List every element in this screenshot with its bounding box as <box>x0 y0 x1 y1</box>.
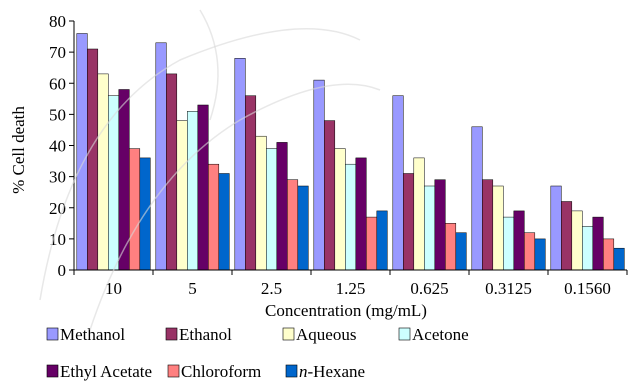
y-tick-label: 70 <box>49 43 66 62</box>
bar-chloroform-5 <box>524 232 536 271</box>
bar-ethyl-acetate-0 <box>118 89 130 271</box>
bar-acetone-3 <box>345 163 357 271</box>
bar-chloroform-1 <box>208 163 220 271</box>
bar-acetone-6 <box>582 226 594 271</box>
bar-n-hexane-4 <box>455 232 467 271</box>
bar-aqueous-4 <box>413 157 425 271</box>
bar-aqueous-2 <box>255 135 267 271</box>
bar-methanol-6 <box>550 185 562 271</box>
bar-ethanol-2 <box>245 95 257 271</box>
bar-aqueous-3 <box>334 148 346 271</box>
legend-label-chloroform: Chloroform <box>181 362 261 381</box>
y-tick-label: 50 <box>49 105 66 124</box>
bar-acetone-2 <box>266 148 278 271</box>
bar-n-hexane-3 <box>376 210 388 271</box>
bar-n-hexane-0 <box>139 157 151 271</box>
legend-swatch-methanol <box>46 327 59 341</box>
bar-ethanol-1 <box>166 73 178 271</box>
bar-n-hexane-5 <box>534 238 546 271</box>
y-tick-label: 80 <box>49 12 66 31</box>
x-tick-label: 1.25 <box>336 279 366 298</box>
bar-methanol-5 <box>471 126 483 271</box>
bar-acetone-0 <box>108 95 120 271</box>
bar-n-hexane-1 <box>218 173 230 271</box>
x-tick-label: 0.3125 <box>485 279 532 298</box>
bar-chloroform-0 <box>129 148 141 271</box>
bar-acetone-4 <box>424 185 436 271</box>
bar-methanol-3 <box>313 79 325 271</box>
legend: Methanol Ethanol Aqueous Acetone Ethyl Aceta… <box>46 325 469 381</box>
legend-label-ethyl-acetate: Ethyl Acetate <box>60 362 152 381</box>
bar-ethanol-4 <box>403 173 415 271</box>
legend-label-n-hexane: n-Hexane <box>299 362 365 381</box>
legend-swatch-chloroform <box>167 364 180 378</box>
bar-ethyl-acetate-4 <box>434 179 446 271</box>
bar-ethyl-acetate-1 <box>197 104 209 271</box>
bar-chloroform-3 <box>366 216 378 271</box>
bar-aqueous-6 <box>571 210 583 271</box>
bar-methanol-4 <box>392 95 404 271</box>
bar-methanol-1 <box>155 42 167 271</box>
legend-label-acetone: Acetone <box>412 325 469 344</box>
legend-swatch-ethyl-acetate <box>46 364 59 378</box>
bar-methanol-2 <box>234 58 246 271</box>
x-tick-label: 2.5 <box>261 279 282 298</box>
legend-label-methanol: Methanol <box>60 325 125 344</box>
x-tick-label: 5 <box>188 279 197 298</box>
y-axis-title: % Cell death <box>9 106 28 194</box>
legend-swatch-acetone <box>398 327 411 341</box>
bar-acetone-5 <box>503 216 515 271</box>
bar-n-hexane-6 <box>613 247 625 271</box>
y-tick-label: 0 <box>58 261 67 280</box>
bar-ethanol-5 <box>482 179 494 271</box>
y-tick-label: 20 <box>49 199 66 218</box>
bar-ethyl-acetate-5 <box>513 210 525 271</box>
legend-swatch-aqueous <box>282 327 295 341</box>
y-tick-label: 30 <box>49 168 66 187</box>
bar-ethanol-0 <box>87 48 99 271</box>
bar-aqueous-0 <box>97 73 109 271</box>
x-tick-label: 10 <box>105 279 122 298</box>
bar-methanol-0 <box>76 33 88 271</box>
y-tick-label: 60 <box>49 74 66 93</box>
x-tick-label: 0.1560 <box>564 279 611 298</box>
legend-label-aqueous: Aqueous <box>296 325 356 344</box>
bars-layer <box>76 33 625 271</box>
bar-ethyl-acetate-2 <box>276 142 288 271</box>
bar-n-hexane-2 <box>297 185 309 271</box>
x-axis-title: Concentration (mg/mL) <box>265 301 427 320</box>
y-tick-label: 10 <box>49 230 66 249</box>
bar-ethanol-3 <box>324 120 336 271</box>
bar-aqueous-1 <box>176 120 188 271</box>
y-tick-label: 40 <box>49 137 66 156</box>
bar-chloroform-4 <box>445 223 457 271</box>
bar-acetone-1 <box>187 111 199 271</box>
x-tick-label: 0.625 <box>410 279 448 298</box>
legend-label-ethanol: Ethanol <box>179 325 232 344</box>
legend-swatch-n-hexane <box>285 364 298 378</box>
bar-chloroform-2 <box>287 179 299 271</box>
bar-chloroform-6 <box>603 238 615 271</box>
bar-ethyl-acetate-6 <box>592 216 604 271</box>
bar-aqueous-5 <box>492 185 504 271</box>
bar-ethyl-acetate-3 <box>355 157 367 271</box>
bar-ethanol-6 <box>561 201 573 271</box>
legend-swatch-ethanol <box>165 327 178 341</box>
